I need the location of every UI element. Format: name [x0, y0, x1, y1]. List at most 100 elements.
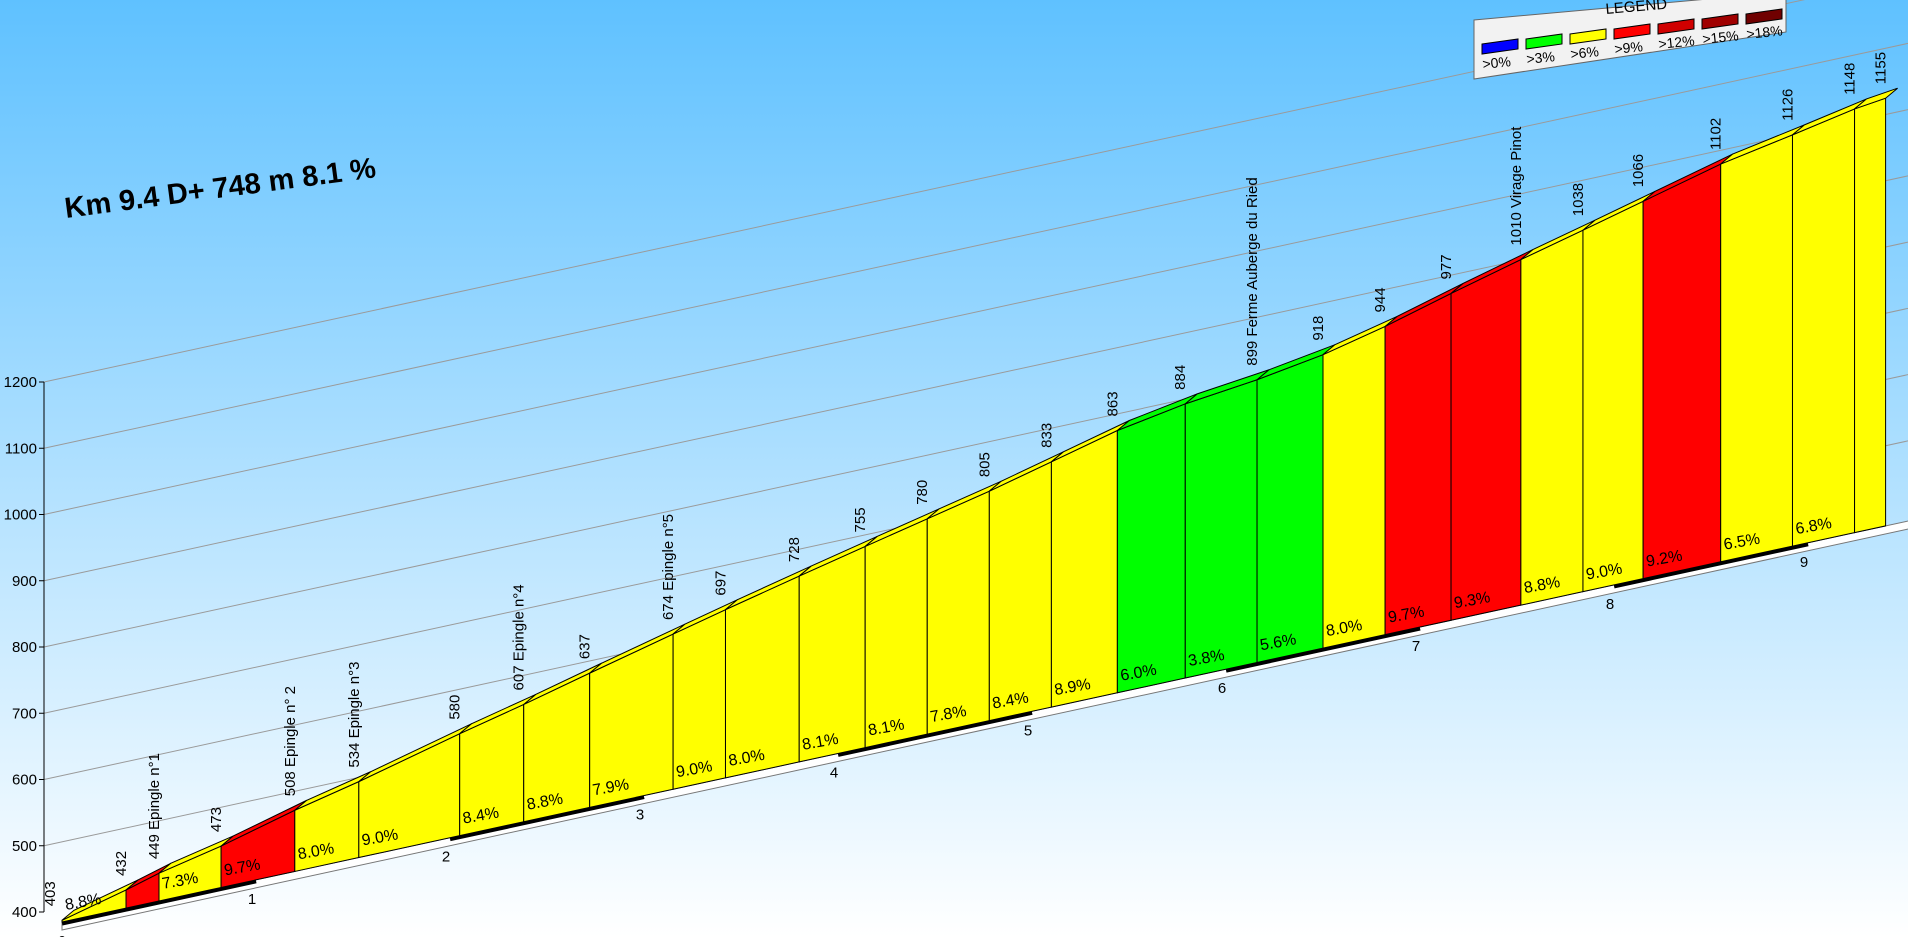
y-tick-label: 900 [12, 573, 37, 590]
waypoint-label: 432 [113, 851, 130, 876]
legend-label: >9% [1614, 38, 1644, 57]
profile-segments [61, 87, 1898, 923]
grade-label: 8.4% [461, 804, 500, 827]
x-tick-label: 7 [1412, 638, 1420, 655]
grade-label: 9.7% [223, 856, 262, 879]
waypoint-label: 473 [208, 807, 225, 832]
segment-face [1520, 229, 1584, 606]
legend-label: >15% [1702, 27, 1740, 47]
legend-swatch [1613, 23, 1651, 40]
waypoint-label: 1038 [1570, 183, 1587, 216]
x-tick-label: 2 [442, 849, 450, 866]
segment-face [864, 518, 928, 749]
grade-label: 8.9% [1053, 676, 1092, 699]
x-tick-label: 0 [58, 933, 66, 937]
y-tick-label: 1000 [4, 507, 37, 524]
waypoint-label: 918 [1310, 316, 1327, 341]
waypoint-label: 780 [914, 480, 931, 505]
grade-label: 6.8% [1794, 515, 1833, 538]
waypoint-label: 697 [712, 571, 729, 596]
legend-label: >0% [1482, 53, 1512, 72]
grade-labels: 8.8% 7.3% 9.7% 8.0% 9.0% 8.4% 8.8% 7.9% 9.0% 8.0%… [64, 515, 1833, 914]
waypoint-label: 863 [1104, 391, 1121, 416]
segment-face [1791, 108, 1856, 547]
segment-face [798, 545, 866, 763]
legend-label: >3% [1526, 48, 1556, 67]
segment-face [926, 490, 990, 735]
grade-label: 7.9% [591, 776, 630, 799]
segment-top [1854, 87, 1898, 110]
grade-label: 6.5% [1722, 531, 1761, 554]
waypoint-label: 1126 [1779, 89, 1796, 121]
grade-label: 9.3% [1453, 589, 1492, 612]
legend: LEGEND >0% >3% >6% >9% >12% >15% >18% [1473, 0, 1787, 80]
gridline [43, 42, 1908, 449]
legend-label: >6% [1570, 43, 1600, 62]
segment-face [1050, 429, 1118, 708]
x-tick-label: 6 [1218, 680, 1226, 697]
grade-label: 8.1% [801, 731, 840, 754]
y-axis: 400 500 600 700 800 900 1000 1100 1200 [4, 374, 45, 921]
grade-label: 8.4% [991, 689, 1030, 712]
gridline [43, 109, 1908, 515]
km-band [449, 794, 645, 842]
x-tick-label: 8 [1606, 596, 1614, 613]
legend-swatch [1745, 8, 1783, 25]
waypoint-label: 1102 [1708, 118, 1725, 150]
waypoint-label: 637 [577, 634, 594, 659]
x-tick-label: 5 [1024, 722, 1032, 739]
waypoint-label: 944 [1372, 287, 1389, 312]
segment-face [1582, 200, 1644, 593]
km-band [837, 709, 1033, 757]
y-tick-label: 700 [12, 705, 37, 722]
km-band [1613, 541, 1809, 589]
waypoint-label: 580 [447, 695, 464, 720]
segment-face [1184, 379, 1258, 679]
grade-label: 6.0% [1119, 662, 1158, 685]
segment-face [1116, 403, 1186, 694]
grade-label: 9.7% [1387, 603, 1426, 626]
y-tick-label: 600 [12, 772, 37, 789]
waypoint-label: 728 [786, 537, 803, 562]
segment-face [988, 461, 1052, 722]
grade-label: 8.8% [525, 791, 564, 814]
waypoint-label: 977 [1438, 254, 1455, 279]
segment-face [1720, 134, 1793, 563]
y-tick-label: 800 [12, 639, 37, 656]
waypoint-label: 607 Epingle n°4 [511, 584, 528, 690]
waypoint-label: 899 Ferme Auberge du Ried [1244, 177, 1261, 365]
grade-label: 9.2% [1645, 547, 1684, 570]
segment-face [1854, 97, 1887, 534]
segment-face [1384, 292, 1452, 636]
waypoint-label: 1066 [1630, 154, 1647, 187]
waypoint-label: 1155 [1873, 52, 1890, 84]
km-band [1225, 625, 1421, 673]
grade-label: 9.0% [361, 826, 400, 849]
legend-label: >18% [1746, 22, 1784, 42]
y-tick-label: 400 [12, 904, 37, 921]
waypoint-label: 403 [42, 881, 59, 906]
waypoint-label: 508 Epingle n° 2 [282, 686, 299, 796]
legend-swatch [1525, 33, 1563, 50]
km-band [61, 878, 257, 926]
waypoint-label: 674 Epingle n°5 [660, 514, 677, 620]
legend-swatch [1657, 18, 1695, 35]
legend-swatch [1569, 28, 1607, 45]
grade-label: 8.8% [64, 891, 103, 914]
grade-label: 8.0% [1325, 617, 1364, 640]
grade-label: 9.0% [675, 758, 714, 781]
y-tick-label: 1100 [5, 440, 37, 457]
segment-face [1256, 353, 1324, 664]
grade-label: 8.1% [867, 716, 906, 739]
y-tick-label: 1200 [4, 374, 37, 391]
legend-title: LEGEND [1605, 0, 1668, 18]
segment-face [1642, 163, 1722, 580]
legend-swatch [1481, 38, 1519, 55]
waypoint-label: 1010 Virage Pinot [1508, 126, 1525, 246]
waypoint-label: 1148 [1842, 63, 1859, 95]
segment-face [1322, 325, 1386, 649]
grade-label: 9.0% [1585, 561, 1624, 584]
